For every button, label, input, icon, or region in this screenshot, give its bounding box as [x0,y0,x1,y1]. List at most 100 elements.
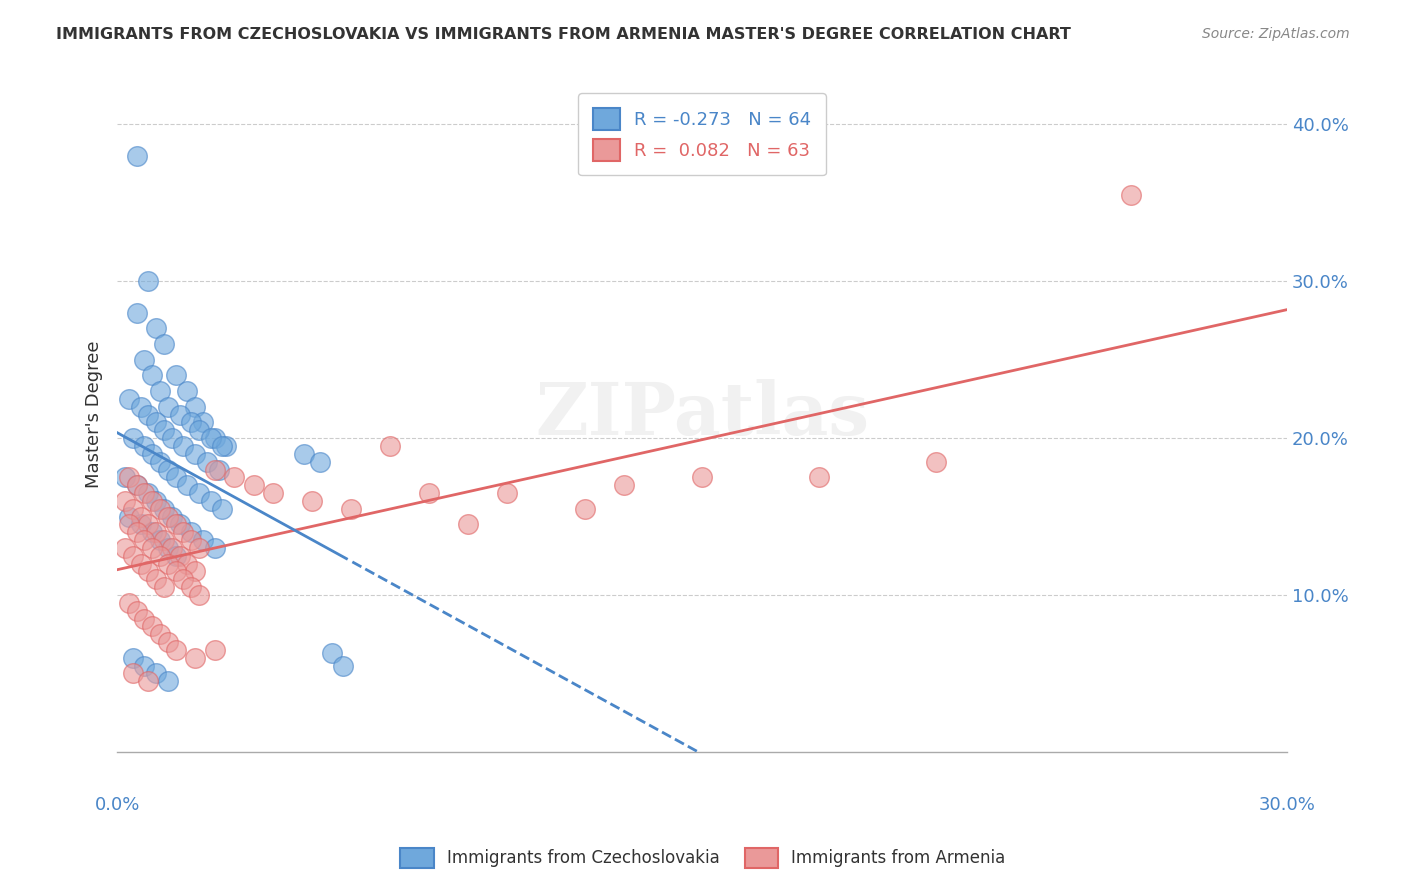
Point [156,462,179,476]
Point [138,408,160,422]
Text: Source: ZipAtlas.com: Source: ZipAtlas.com [1202,27,1350,41]
Point [149,549,172,563]
Point [125,149,148,163]
Point [156,557,179,571]
Point [340,501,363,516]
Point [165,470,187,484]
Point [165,643,187,657]
Point [204,462,226,476]
Point [153,337,176,351]
Point [121,650,143,665]
Point [121,666,143,681]
Point [134,611,156,625]
Point [184,650,207,665]
Point [125,525,148,540]
Point [574,501,596,516]
Point [149,627,172,641]
Point [496,486,519,500]
Point [176,557,198,571]
Point [121,431,143,445]
Point [125,306,148,320]
Point [138,274,160,288]
Point [129,509,152,524]
Legend: Immigrants from Czechoslovakia, Immigrants from Armenia: Immigrants from Czechoslovakia, Immigran… [394,841,1012,875]
Point [156,509,179,524]
Point [138,486,160,500]
Point [211,501,233,516]
Point [138,674,160,689]
Point [242,478,264,492]
Point [134,439,156,453]
Point [172,525,194,540]
Point [125,478,148,492]
Legend: R = -0.273   N = 64, R =  0.082   N = 63: R = -0.273 N = 64, R = 0.082 N = 63 [578,93,825,175]
Point [211,439,233,453]
Point [808,470,831,484]
Point [118,392,141,406]
Point [169,549,191,563]
Text: 30.0%: 30.0% [1258,796,1316,814]
Point [114,470,136,484]
Point [121,501,143,516]
Point [180,525,202,540]
Point [188,423,211,437]
Point [1119,188,1142,202]
Point [184,447,207,461]
Point [149,384,172,398]
Point [160,431,183,445]
Point [184,400,207,414]
Point [215,439,238,453]
Point [134,486,156,500]
Point [195,455,218,469]
Point [301,494,323,508]
Point [184,565,207,579]
Point [145,321,167,335]
Point [145,525,167,540]
Point [160,509,183,524]
Point [188,486,211,500]
Point [141,494,163,508]
Point [145,572,167,586]
Point [180,416,202,430]
Point [925,455,948,469]
Point [114,541,136,555]
Point [153,580,176,594]
Point [114,494,136,508]
Point [129,517,152,532]
Point [191,416,214,430]
Point [172,572,194,586]
Point [149,455,172,469]
Point [153,423,176,437]
Point [141,525,163,540]
Point [180,580,202,594]
Point [204,643,226,657]
Point [292,447,315,461]
Point [176,478,198,492]
Point [200,494,222,508]
Point [613,478,636,492]
Point [138,565,160,579]
Point [145,666,167,681]
Point [378,439,401,453]
Point [176,384,198,398]
Point [145,494,167,508]
Text: IMMIGRANTS FROM CZECHOSLOVAKIA VS IMMIGRANTS FROM ARMENIA MASTER'S DEGREE CORREL: IMMIGRANTS FROM CZECHOSLOVAKIA VS IMMIGR… [56,27,1071,42]
Point [309,455,332,469]
Point [165,565,187,579]
Point [191,533,214,548]
Point [118,517,141,532]
Point [149,533,172,548]
Point [172,439,194,453]
Point [141,619,163,633]
Point [149,501,172,516]
Point [129,400,152,414]
Point [418,486,440,500]
Point [141,447,163,461]
Point [165,549,187,563]
Y-axis label: Master's Degree: Master's Degree [86,341,103,489]
Text: 0.0%: 0.0% [94,796,139,814]
Point [262,486,284,500]
Point [165,517,187,532]
Point [156,400,179,414]
Point [118,509,141,524]
